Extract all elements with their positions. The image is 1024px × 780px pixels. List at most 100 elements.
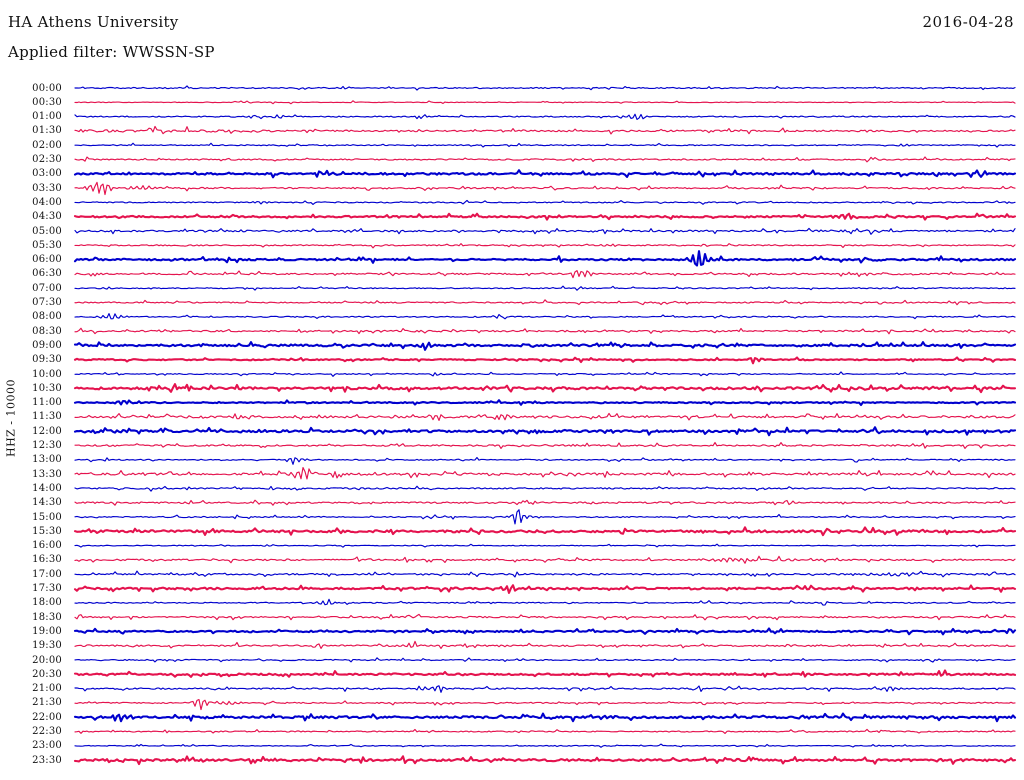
time-label: 14:00 bbox=[32, 482, 62, 494]
station-title: HA Athens University bbox=[8, 13, 179, 31]
time-label: 23:00 bbox=[32, 740, 62, 752]
time-label: 15:00 bbox=[32, 511, 62, 523]
time-label: 23:30 bbox=[32, 754, 62, 766]
time-label: 17:00 bbox=[32, 568, 62, 580]
trace-row-0530 bbox=[74, 243, 1016, 249]
time-label: 18:30 bbox=[32, 611, 62, 623]
time-label: 21:00 bbox=[32, 683, 62, 695]
trace-row-1200 bbox=[73, 426, 1017, 437]
trace-row-1100 bbox=[73, 399, 1017, 407]
trace-row-1030 bbox=[73, 383, 1017, 394]
trace-row-1600 bbox=[74, 543, 1016, 548]
trace-row-1630 bbox=[74, 555, 1016, 564]
time-label: 11:30 bbox=[32, 411, 62, 423]
time-label: 10:00 bbox=[32, 368, 62, 380]
time-label: 16:30 bbox=[32, 554, 62, 566]
trace-row-2030 bbox=[73, 669, 1017, 678]
trace-row-1230 bbox=[74, 441, 1016, 450]
trace-row-1830 bbox=[74, 613, 1016, 621]
trace-row-0630 bbox=[74, 270, 1016, 279]
trace-row-1430 bbox=[74, 499, 1016, 506]
trace-row-0000 bbox=[74, 85, 1016, 91]
trace-row-0600 bbox=[73, 250, 1017, 267]
time-label: 12:30 bbox=[32, 440, 62, 451]
trace-row-0830 bbox=[74, 327, 1016, 335]
trace-row-1900 bbox=[73, 627, 1017, 636]
time-label: 19:00 bbox=[32, 625, 62, 637]
trace-row-2300 bbox=[74, 743, 1016, 748]
time-label: 05:00 bbox=[32, 225, 62, 237]
trace-row-1330 bbox=[74, 466, 1016, 480]
trace-row-0230 bbox=[74, 156, 1016, 163]
time-label: 22:00 bbox=[32, 711, 62, 723]
trace-row-0400 bbox=[74, 199, 1016, 205]
time-label: 00:00 bbox=[32, 82, 62, 94]
trace-row-0900 bbox=[73, 341, 1017, 351]
time-label: 02:30 bbox=[32, 154, 62, 165]
time-label: 04:00 bbox=[32, 196, 62, 208]
time-label: 06:00 bbox=[32, 254, 62, 266]
trace-row-1000 bbox=[74, 371, 1016, 377]
trace-row-0130 bbox=[74, 125, 1016, 135]
trace-row-0030 bbox=[74, 100, 1016, 105]
trace-row-0330 bbox=[74, 181, 1016, 196]
time-label: 22:30 bbox=[32, 726, 62, 737]
time-label: 03:00 bbox=[32, 168, 62, 180]
trace-row-2000 bbox=[74, 657, 1016, 663]
time-label: 08:30 bbox=[32, 325, 62, 337]
time-label: 05:30 bbox=[32, 239, 62, 251]
date-label: 2016-04-28 bbox=[922, 13, 1014, 31]
time-label: 09:00 bbox=[32, 339, 62, 351]
trace-row-1400 bbox=[74, 485, 1016, 492]
trace-row-1530 bbox=[73, 526, 1017, 537]
trace-row-0500 bbox=[74, 227, 1016, 235]
time-labels: 00:00 00:30 01:00 01:30 02:00 02:30 03:00 03:30… bbox=[0, 0, 64, 780]
time-label: 02:00 bbox=[32, 139, 62, 151]
time-label: 13:30 bbox=[32, 468, 62, 480]
trace-row-2230 bbox=[74, 728, 1016, 734]
trace-row-0930 bbox=[73, 356, 1017, 365]
time-label: 01:30 bbox=[32, 125, 62, 137]
time-label: 14:30 bbox=[32, 497, 62, 509]
time-label: 20:30 bbox=[32, 668, 62, 680]
trace-row-1130 bbox=[74, 412, 1016, 422]
time-label: 18:00 bbox=[32, 597, 62, 609]
time-label: 09:30 bbox=[32, 354, 62, 366]
trace-row-0200 bbox=[74, 142, 1016, 148]
trace-row-2130 bbox=[74, 698, 1016, 711]
time-label: 16:00 bbox=[32, 540, 62, 552]
time-label: 10:30 bbox=[32, 382, 62, 394]
trace-row-0300 bbox=[73, 169, 1017, 179]
time-label: 17:30 bbox=[32, 583, 62, 594]
trace-row-2100 bbox=[74, 685, 1016, 693]
time-label: 20:00 bbox=[32, 654, 62, 666]
time-label: 01:00 bbox=[32, 111, 62, 123]
trace-row-0430 bbox=[73, 212, 1017, 221]
time-label: 19:30 bbox=[32, 640, 62, 652]
trace-row-2200 bbox=[73, 712, 1017, 723]
trace-row-0700 bbox=[74, 285, 1016, 291]
time-label: 11:00 bbox=[32, 397, 62, 409]
time-label: 06:30 bbox=[32, 268, 62, 280]
trace-row-1930 bbox=[74, 640, 1016, 650]
trace-row-1730 bbox=[73, 584, 1017, 594]
trace-row-0800 bbox=[74, 313, 1016, 320]
time-label: 03:30 bbox=[32, 182, 62, 194]
time-label: 08:00 bbox=[32, 311, 62, 323]
trace-row-2330 bbox=[73, 755, 1017, 766]
time-label: 07:00 bbox=[32, 282, 62, 294]
trace-row-1300 bbox=[74, 456, 1016, 465]
trace-row-0730 bbox=[74, 299, 1016, 306]
trace-row-1800 bbox=[74, 598, 1016, 606]
trace-row-0100 bbox=[74, 113, 1016, 121]
time-label: 07:30 bbox=[32, 297, 62, 308]
time-label: 04:30 bbox=[32, 211, 62, 223]
time-label: 21:30 bbox=[32, 697, 62, 709]
trace-row-1700 bbox=[74, 570, 1016, 578]
time-label: 13:00 bbox=[32, 454, 62, 466]
time-label: 15:30 bbox=[32, 525, 62, 537]
filter-label: Applied filter: WWSSN-SP bbox=[8, 43, 215, 61]
trace-row-1500 bbox=[74, 509, 1016, 525]
